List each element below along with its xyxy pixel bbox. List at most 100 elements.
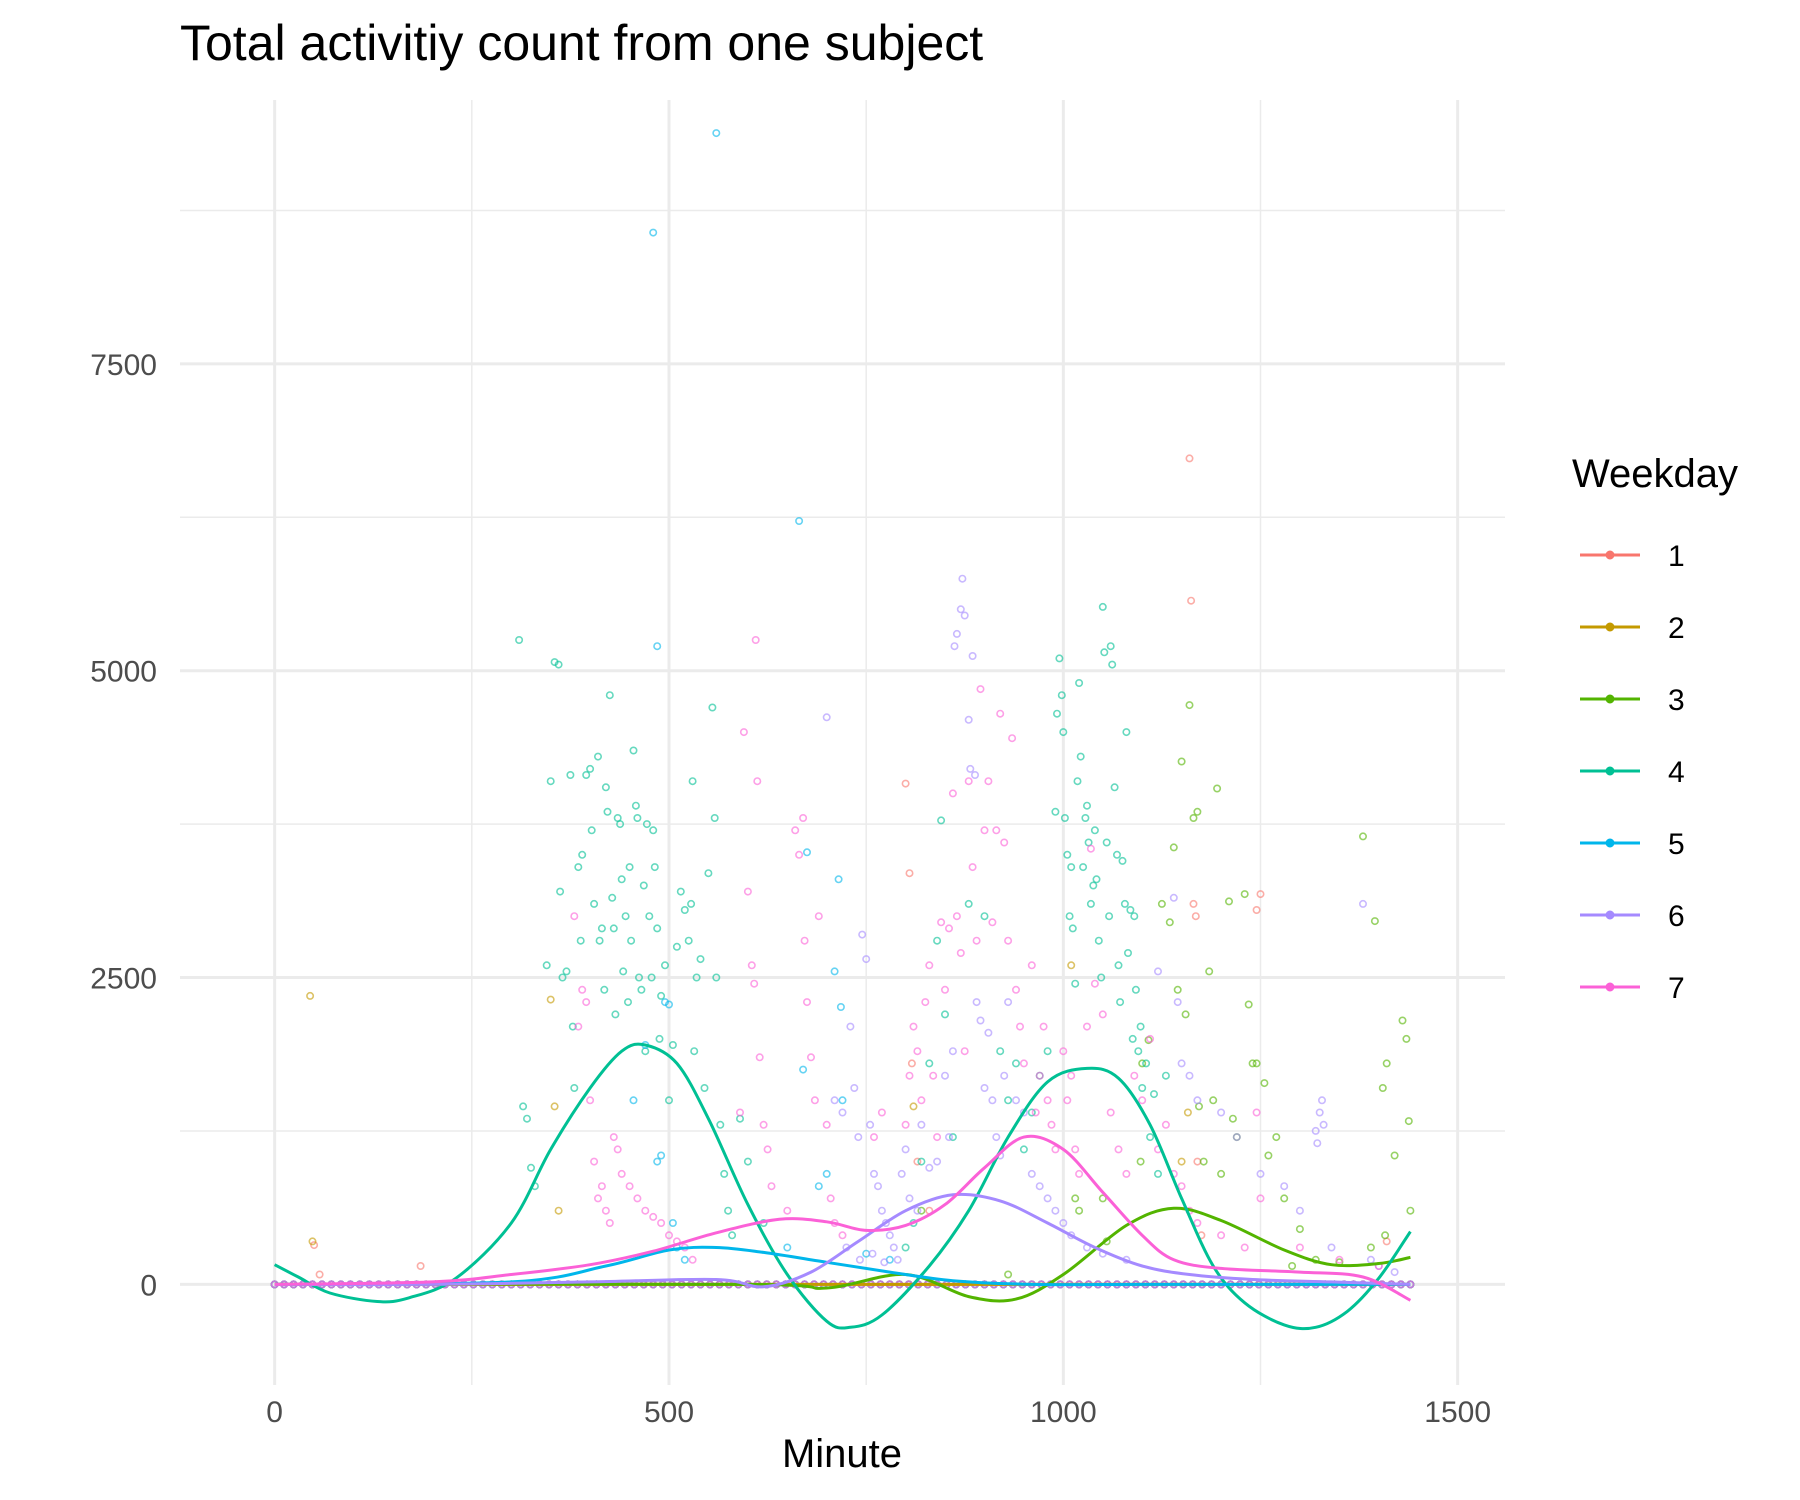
data-point-weekday-6: [988, 1096, 997, 1105]
data-point-weekday-4: [1073, 777, 1082, 786]
data-point-weekday-4: [623, 998, 632, 1007]
data-point-weekday-6: [1193, 1096, 1202, 1105]
data-point-weekday-4: [601, 783, 610, 792]
data-point-weekday-7: [929, 1071, 938, 1080]
data-point-weekday-7: [1114, 1145, 1123, 1154]
data-point-weekday-4: [1136, 1022, 1145, 1031]
data-point-weekday-4: [1110, 783, 1119, 792]
data-point-weekday-2: [306, 991, 315, 1000]
data-point-weekday-7: [984, 777, 993, 786]
data-point-weekday-4: [526, 1163, 535, 1172]
data-point-weekday-4: [1113, 850, 1122, 859]
data-point-weekday-7: [759, 1120, 768, 1129]
data-point-weekday-4: [647, 973, 656, 982]
data-point-weekday-6: [950, 642, 959, 651]
data-point-weekday-5: [836, 1002, 845, 1011]
data-point-weekday-4: [1053, 709, 1062, 718]
data-point-weekday-4: [917, 1157, 926, 1166]
data-point-weekday-7: [1335, 1255, 1344, 1264]
data-point-weekday-4: [1102, 838, 1111, 847]
data-point-weekday-1: [1252, 905, 1261, 914]
data-point-weekday-4: [515, 635, 524, 644]
data-point-weekday-6: [964, 715, 973, 724]
data-point-weekday-7: [992, 826, 1001, 835]
chart-title: Total activitiy count from one subject: [180, 15, 984, 71]
data-point-weekday-7: [578, 985, 587, 994]
data-point-weekday-4: [542, 961, 551, 970]
legend-item-weekday-4: 4: [1580, 756, 1685, 789]
data-point-weekday-4: [1071, 979, 1080, 988]
data-point-weekday-7: [755, 1053, 764, 1062]
data-point-weekday-7: [1000, 838, 1009, 847]
data-point-weekday-2: [1177, 1157, 1186, 1166]
data-point-weekday-4: [642, 820, 651, 829]
data-point-weekday-3: [1390, 1151, 1399, 1160]
data-point-weekday-6: [868, 1249, 877, 1258]
data-point-weekday-5: [680, 1255, 689, 1264]
data-point-weekday-3: [1404, 1117, 1413, 1126]
data-point-weekday-4: [672, 942, 681, 951]
data-point-weekday-6: [877, 1206, 886, 1215]
data-point-weekday-6: [966, 764, 975, 773]
data-point-weekday-7: [739, 728, 748, 737]
data-point-weekday-7: [767, 1182, 776, 1191]
data-point-weekday-4: [1114, 961, 1123, 970]
data-point-weekday-3: [1138, 1059, 1147, 1068]
data-point-weekday-7: [1071, 1145, 1080, 1154]
data-point-weekday-4: [1098, 602, 1107, 611]
data-point-weekday-7: [1256, 1194, 1265, 1203]
data-point-weekday-4: [1131, 985, 1140, 994]
data-point-weekday-4: [546, 777, 555, 786]
data-point-weekday-7: [1295, 1243, 1304, 1252]
data-point-weekday-4: [649, 826, 658, 835]
data-point-weekday-7: [590, 1157, 599, 1166]
data-point-weekday-6: [960, 611, 969, 620]
data-point-weekday-6: [1027, 1169, 1036, 1178]
data-point-weekday-7: [617, 1169, 626, 1178]
data-point-weekday-6: [1311, 1126, 1320, 1135]
data-point-weekday-6: [1319, 1120, 1328, 1129]
data-point-weekday-6: [1217, 1108, 1226, 1117]
data-point-weekday-6: [972, 998, 981, 1007]
data-point-weekday-1: [1191, 912, 1200, 921]
y-tick-label: 5000: [90, 656, 157, 689]
data-point-weekday-4: [597, 924, 606, 933]
data-point-weekday-1: [905, 869, 914, 878]
data-point-weekday-6: [917, 1120, 926, 1129]
data-point-weekday-4: [1138, 1084, 1147, 1093]
data-point-weekday-4: [629, 746, 638, 755]
data-point-weekday-6: [905, 1194, 914, 1203]
legend-label: 7: [1668, 972, 1685, 1005]
data-point-weekday-7: [972, 936, 981, 945]
data-point-weekday-4: [710, 813, 719, 822]
data-point-weekday-3: [1165, 918, 1174, 927]
data-point-weekday-6: [1318, 1096, 1327, 1105]
data-point-weekday-4: [653, 924, 662, 933]
data-point-weekday-4: [600, 985, 609, 994]
data-point-weekday-7: [1122, 1169, 1131, 1178]
smooth-line-weekday-7: [274, 1134, 1412, 1302]
data-point-weekday-7: [1086, 844, 1095, 853]
data-point-weekday-6: [933, 1157, 942, 1166]
data-point-weekday-7: [988, 918, 997, 927]
data-point-weekday-6: [948, 1047, 957, 1056]
data-point-weekday-4: [704, 869, 713, 878]
data-point-weekday-4: [1146, 1133, 1155, 1142]
data-point-weekday-7: [952, 912, 961, 921]
data-point-weekday-4: [1106, 642, 1115, 651]
data-point-weekday-7: [1130, 1071, 1139, 1080]
legend-item-weekday-7: 7: [1580, 972, 1685, 1005]
data-point-weekday-7: [806, 1053, 815, 1062]
data-point-weekday-7: [996, 709, 1005, 718]
data-point-weekday-4: [605, 691, 614, 700]
data-point-weekday-6: [880, 1258, 889, 1267]
data-point-weekday-6: [1390, 1268, 1399, 1277]
data-point-weekday-6: [855, 1255, 864, 1264]
data-point-weekday-6: [862, 955, 871, 964]
data-point-weekday-6: [1295, 1206, 1304, 1215]
data-point-weekday-7: [609, 1133, 618, 1142]
data-point-weekday-7: [570, 912, 579, 921]
data-point-weekday-4: [925, 1059, 934, 1068]
data-point-weekday-4: [593, 752, 602, 761]
data-point-weekday-1: [310, 1241, 319, 1250]
